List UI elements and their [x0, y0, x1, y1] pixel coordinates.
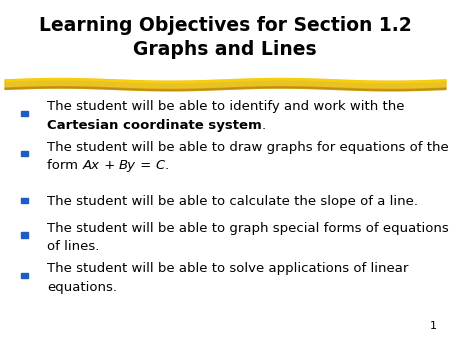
Bar — [21, 111, 28, 116]
Text: 1: 1 — [429, 321, 436, 331]
Bar — [21, 233, 28, 238]
Text: of lines.: of lines. — [47, 240, 99, 253]
Text: The student will be able to solve applications of linear: The student will be able to solve applic… — [47, 262, 409, 275]
Text: equations.: equations. — [47, 281, 117, 294]
Text: The student will be able to draw graphs for equations of the: The student will be able to draw graphs … — [47, 141, 449, 153]
Text: The student will be able to calculate the slope of a line.: The student will be able to calculate th… — [47, 195, 418, 208]
Text: .: . — [262, 119, 266, 131]
Text: The student will be able to identify and work with the: The student will be able to identify and… — [47, 100, 405, 113]
Bar — [21, 151, 28, 156]
Text: By: By — [119, 159, 136, 172]
Text: .: . — [165, 159, 169, 172]
Text: C: C — [156, 159, 165, 172]
Bar — [21, 273, 28, 278]
Text: =: = — [136, 159, 156, 172]
Text: Graphs and Lines: Graphs and Lines — [133, 40, 317, 58]
Text: Cartesian coordinate system: Cartesian coordinate system — [47, 119, 262, 131]
Text: form: form — [47, 159, 82, 172]
Bar — [21, 198, 28, 203]
Text: The student will be able to graph special forms of equations: The student will be able to graph specia… — [47, 222, 449, 235]
Text: Ax: Ax — [82, 159, 99, 172]
Text: Learning Objectives for Section 1.2: Learning Objectives for Section 1.2 — [39, 16, 411, 35]
Text: +: + — [99, 159, 119, 172]
